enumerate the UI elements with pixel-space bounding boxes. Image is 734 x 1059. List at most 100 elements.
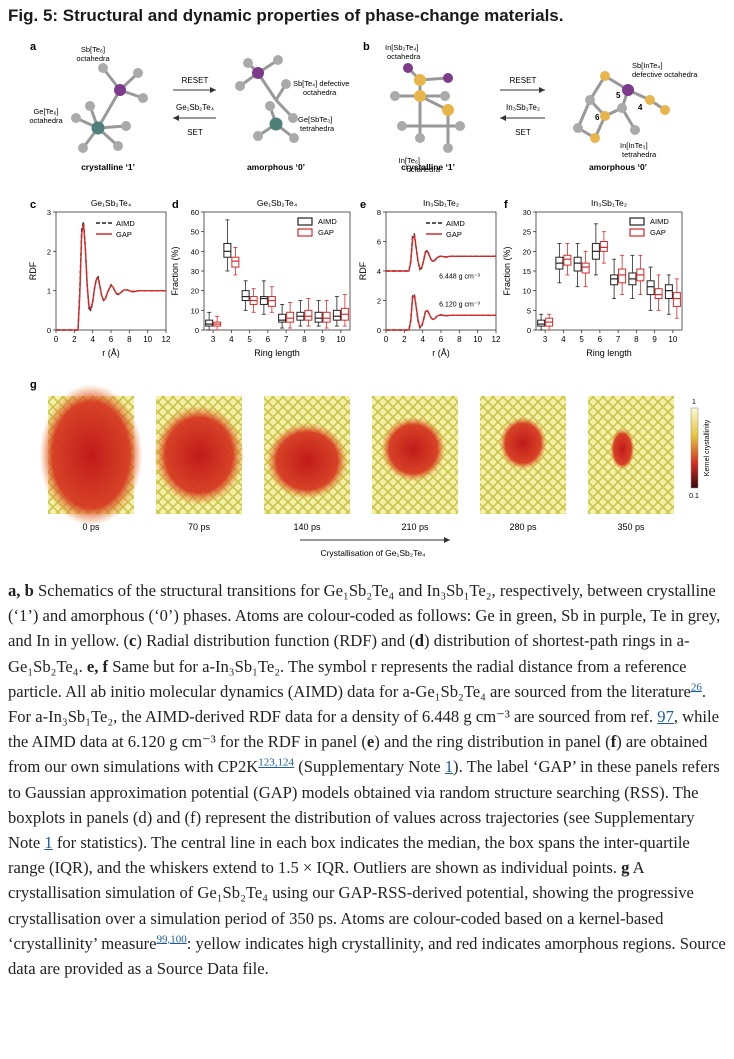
panel-d-xtick-label: 5 <box>247 335 252 344</box>
panel-d-box <box>205 319 214 327</box>
reset-label-a: RESET <box>182 76 209 85</box>
panel-f-ytick-label: 15 <box>523 267 531 276</box>
compound-label-b: In₃Sb₁Te₂ <box>506 103 540 112</box>
panel-c-xtick-label: 4 <box>90 335 95 344</box>
panel-c-ytick-label: 1 <box>47 287 51 296</box>
panel-d-ytick-label: 30 <box>191 267 199 276</box>
panel-c-xtick-label: 12 <box>162 335 171 344</box>
panel-c-ytick-label: 0 <box>47 326 51 335</box>
panel-f-legend-swatch <box>629 228 645 237</box>
set-label-a: SET <box>187 128 203 137</box>
panel-b-letter: b <box>363 41 370 53</box>
panel-c-series-line <box>56 221 166 331</box>
crystallisation-caption: Crystallisation of Ge₁Sb₂Te₄ <box>320 548 426 558</box>
panel-b-schematic: b In[Sb₂Te₄] octahedra In[Te₆] octahedra… <box>363 41 698 174</box>
panel-f-ytick-label: 25 <box>523 228 531 237</box>
ge-te6-label: Ge[Te₆] <box>33 107 58 116</box>
snapshot-amorphous-region <box>153 404 245 506</box>
panel-e-legend-label: GAP <box>446 230 462 239</box>
panel-d-xtick-label: 7 <box>284 335 289 344</box>
panel-f-ylabel: Fraction (%) <box>502 246 512 295</box>
panel-f-xtick-label: 10 <box>668 335 677 344</box>
in-te6-label: In[Te₆] <box>399 156 420 165</box>
snapshot-time-label: 140 ps <box>293 522 321 532</box>
panel-f-box <box>563 254 572 266</box>
panel-d-ytick-label: 50 <box>191 228 199 237</box>
panel-a-schematic: a Sb[Te₆] octahedra Ge[Te₆] octahedra RE… <box>29 41 349 172</box>
panel-c-xtick-label: 2 <box>72 335 77 344</box>
snapshot-amorphous-region <box>266 422 348 500</box>
snapshot-amorphous-region <box>381 416 446 482</box>
panel-d-ytick-label: 10 <box>191 306 199 315</box>
amorphous-structure-b <box>573 71 670 143</box>
sb-te6-sub: octahedra <box>76 54 110 63</box>
panel-e-series-line <box>386 233 496 272</box>
panel-f-box <box>599 241 608 252</box>
compound-label-a: Ge₁Sb₂Te₄ <box>176 103 214 112</box>
panel-e-rdf-chart: e In₃Sb₁Te₂ 0 2 4 6 8 10 12 0 2 4 6 8 r (Å) RDF AIMD GAP 6… <box>358 198 501 358</box>
panel-c-letter: c <box>30 199 36 211</box>
panel-c-xtick-label: 6 <box>109 335 114 344</box>
ref-123-124-link[interactable]: 123,124 <box>258 756 295 769</box>
snapshot-time-label: 280 ps <box>509 522 537 532</box>
supp-note-1-link-2[interactable]: 1 <box>44 833 53 853</box>
panel-f-box <box>610 274 619 286</box>
panel-d-legend-swatch <box>297 217 313 226</box>
panel-d-legend-label: AIMD <box>318 217 337 226</box>
panel-f-ytick-label: 0 <box>527 326 531 335</box>
panel-f-ytick-label: 30 <box>523 208 531 217</box>
panel-f-box <box>581 262 590 274</box>
crystalline-label-b: crystalline ‘1’ <box>401 162 455 172</box>
sb-te6-label: Sb[Te₆] <box>81 45 105 54</box>
panel-d-box <box>223 242 232 258</box>
panel-d-ring-chart: d Ge₁Sb₂Te₄ 3 4 5 6 7 8 9 10 0 10 20 30 40 50 60 Ring len… <box>170 198 351 358</box>
figure-caption: a, b Schematics of the structural transi… <box>8 581 726 979</box>
panel-c-axes-frame <box>55 211 167 331</box>
panel-d-letter: d <box>172 199 179 211</box>
colorbar-max-label: 1 <box>692 399 696 406</box>
panel-f-xtick-label: 9 <box>652 335 657 344</box>
panel-c-title: Ge₁Sb₂Te₄ <box>91 198 132 208</box>
in-sb2te4-label: In[Sb₂Te₄] <box>385 43 419 52</box>
sb-inte4-label: Sb[InTe₄] <box>632 61 663 70</box>
amorphous-label-a: amorphous ‘0’ <box>247 162 305 172</box>
snapshot-amorphous-region <box>610 428 635 470</box>
panel-f-box <box>537 319 546 327</box>
ref-97-link[interactable]: 97 <box>657 707 674 727</box>
panel-d-box <box>259 296 268 305</box>
density-high-label: 6.448 g cm⁻³ <box>439 273 480 280</box>
panel-f-legend-label: AIMD <box>650 217 669 226</box>
in-sb2te4-sub: octahedra <box>387 52 421 61</box>
panel-d-ytick-label: 60 <box>191 208 199 217</box>
panel-d-xtick-label: 9 <box>320 335 325 344</box>
ref-99-100-link[interactable]: 99,100 <box>156 933 187 946</box>
panel-e-series-line <box>386 293 496 331</box>
in-inte3-label: In[InTe₃] <box>620 141 648 150</box>
panel-c-xtick-label: 0 <box>54 335 59 344</box>
panel-d-ytick-label: 20 <box>191 287 199 296</box>
panel-f-box <box>646 280 655 296</box>
ring-6-label: 6 <box>595 113 600 122</box>
panel-d-box <box>304 309 313 321</box>
defective-sub-a: octahedra <box>303 88 337 97</box>
panel-d-box <box>332 309 341 321</box>
crystalline-label-a: crystalline ‘1’ <box>81 162 135 172</box>
panel-e-xtick-label: 6 <box>439 335 444 344</box>
ref-26-link[interactable]: 26 <box>690 681 702 694</box>
supp-note-1-link[interactable]: 1 <box>444 757 454 777</box>
panel-c-xlabel: r (Å) <box>102 348 120 358</box>
panel-e-series-line <box>386 232 496 272</box>
figure-title: Fig. 5: Structural and dynamic propertie… <box>8 6 564 25</box>
panel-c-legend-label: GAP <box>116 230 132 239</box>
panel-c-ylabel: RDF <box>28 261 38 280</box>
snapshot-time-label: 0 ps <box>82 522 100 532</box>
panel-f-xtick-label: 3 <box>543 335 548 344</box>
panel-c-xtick-label: 10 <box>143 335 152 344</box>
amorphous-structure-a <box>235 55 299 143</box>
panel-d-box <box>278 313 287 323</box>
panel-e-xtick-label: 0 <box>384 335 389 344</box>
panel-f-title: In₃Sb₁Te₂ <box>591 198 627 208</box>
panel-d-box <box>322 311 331 323</box>
panel-f-box <box>672 292 681 307</box>
set-label-b: SET <box>515 128 531 137</box>
